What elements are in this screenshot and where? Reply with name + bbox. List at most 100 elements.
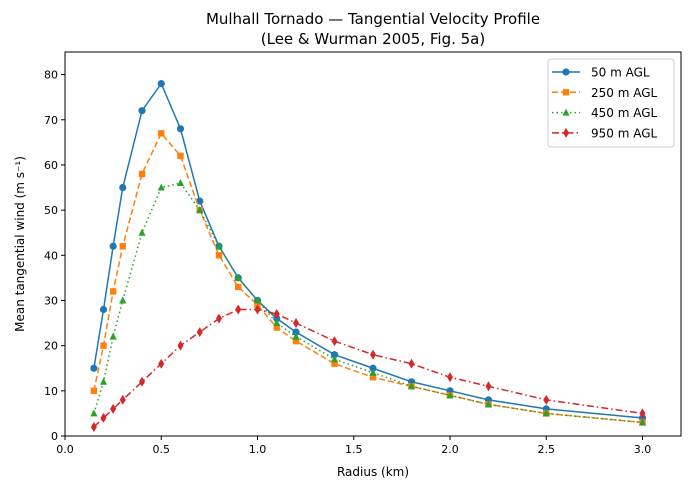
legend: 50 m AGL 250 m AGL 450 m AGL 950 m AGL bbox=[547, 58, 675, 148]
y-axis-label: Mean tangential wind (m s⁻¹) bbox=[13, 156, 27, 332]
data-point bbox=[542, 409, 550, 417]
data-point bbox=[176, 179, 185, 187]
plot-area bbox=[90, 80, 647, 432]
data-point bbox=[196, 206, 204, 214]
legend-label: 450 m AGL bbox=[591, 106, 658, 120]
legend-marker bbox=[563, 127, 569, 138]
data-point bbox=[119, 243, 126, 250]
x-tick-label: 0.5 bbox=[153, 443, 171, 456]
x-tick-label: 3.0 bbox=[634, 443, 652, 456]
data-point bbox=[331, 360, 338, 367]
data-point bbox=[99, 377, 108, 385]
data-point bbox=[216, 313, 222, 324]
data-point bbox=[157, 80, 165, 88]
x-tick-label: 0.0 bbox=[56, 443, 74, 456]
data-point bbox=[369, 374, 377, 381]
data-point bbox=[485, 381, 492, 392]
series-line bbox=[93, 82, 643, 419]
series-line bbox=[93, 308, 643, 428]
x-axis: 0.0 0.5 1.0 1.5 2.0 2.5 3.0 bbox=[56, 436, 651, 456]
data-point bbox=[90, 364, 98, 372]
data-point bbox=[157, 183, 165, 191]
chart-title: Mulhall Tornado — Tangential Velocity Pr… bbox=[206, 10, 540, 28]
data-point bbox=[109, 242, 117, 250]
y-tick-label: 80 bbox=[44, 69, 58, 82]
data-point bbox=[273, 324, 280, 331]
series-3 bbox=[90, 304, 646, 432]
data-point bbox=[543, 394, 550, 405]
data-point bbox=[119, 394, 126, 405]
legend-label: 50 m AGL bbox=[591, 66, 650, 80]
data-point bbox=[408, 358, 415, 369]
legend-item: 50 m AGL bbox=[552, 66, 650, 80]
data-point bbox=[370, 349, 376, 360]
x-tick-label: 2.5 bbox=[538, 443, 556, 456]
data-point bbox=[176, 125, 185, 133]
data-point bbox=[215, 252, 223, 259]
x-axis-label: Radius (km) bbox=[337, 465, 409, 479]
data-point bbox=[253, 296, 262, 304]
data-point bbox=[484, 400, 493, 408]
data-point bbox=[638, 418, 647, 426]
legend-frame bbox=[547, 58, 675, 148]
series-2 bbox=[90, 179, 647, 426]
data-point bbox=[293, 318, 299, 329]
data-point bbox=[90, 421, 97, 432]
y-tick-label: 20 bbox=[44, 340, 58, 353]
legend-marker bbox=[562, 89, 570, 96]
legend-item: 250 m AGL bbox=[552, 86, 658, 100]
data-point bbox=[215, 242, 223, 250]
data-point bbox=[196, 327, 203, 338]
data-point bbox=[639, 408, 646, 419]
data-point bbox=[273, 319, 281, 327]
data-point bbox=[177, 152, 184, 160]
data-point bbox=[446, 391, 454, 399]
legend-marker bbox=[562, 108, 570, 116]
data-point bbox=[138, 107, 146, 115]
legend-label: 950 m AGL bbox=[591, 126, 658, 140]
data-point bbox=[254, 304, 261, 315]
data-point bbox=[119, 183, 127, 192]
y-tick-label: 60 bbox=[44, 159, 58, 172]
data-point bbox=[369, 368, 377, 376]
data-point bbox=[234, 273, 242, 281]
data-point bbox=[330, 351, 339, 359]
data-point bbox=[99, 305, 108, 314]
data-point bbox=[138, 170, 146, 178]
data-point bbox=[273, 309, 280, 320]
data-point bbox=[292, 332, 300, 340]
data-point bbox=[109, 288, 117, 295]
data-point bbox=[119, 296, 127, 304]
data-point bbox=[331, 336, 338, 347]
y-tick-label: 50 bbox=[44, 204, 58, 217]
data-point bbox=[109, 332, 117, 340]
data-point bbox=[138, 228, 146, 236]
data-point bbox=[369, 364, 377, 372]
y-axis: 0 10 20 30 40 50 60 70 80 bbox=[44, 69, 65, 443]
data-point bbox=[330, 355, 339, 363]
legend-marker bbox=[562, 68, 570, 76]
data-point bbox=[158, 358, 165, 369]
data-point bbox=[90, 387, 98, 395]
y-tick-label: 10 bbox=[44, 385, 58, 398]
data-point bbox=[177, 340, 184, 351]
y-tick-label: 30 bbox=[44, 294, 58, 307]
axes-frame bbox=[64, 51, 682, 437]
data-point bbox=[292, 337, 300, 345]
legend-item: 950 m AGL bbox=[552, 126, 658, 140]
x-tick-label: 1.0 bbox=[249, 443, 267, 456]
data-point bbox=[100, 342, 107, 349]
legend-item: 450 m AGL bbox=[552, 106, 658, 120]
data-point bbox=[100, 412, 107, 423]
series-line bbox=[93, 182, 643, 424]
data-point bbox=[235, 304, 242, 315]
data-point bbox=[158, 130, 165, 137]
series-1 bbox=[90, 130, 646, 426]
x-tick-label: 1.5 bbox=[345, 443, 363, 456]
data-point bbox=[235, 283, 242, 291]
data-point bbox=[407, 382, 416, 390]
y-tick-label: 70 bbox=[44, 114, 58, 127]
x-tick-label: 2.0 bbox=[441, 443, 459, 456]
data-point bbox=[292, 328, 300, 336]
